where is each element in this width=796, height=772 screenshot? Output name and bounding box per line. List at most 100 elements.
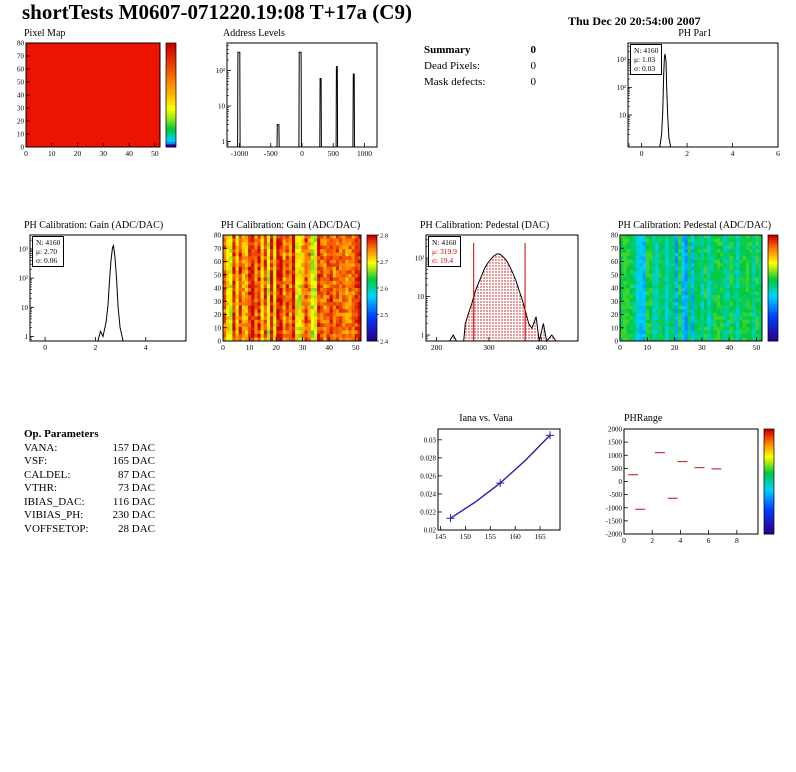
gain-map-title: PH Calibration: Gain (ADC/DAC) [221, 220, 361, 231]
svg-text:2: 2 [94, 343, 98, 352]
svg-text:0: 0 [24, 149, 28, 158]
svg-text:400: 400 [536, 343, 548, 352]
svg-text:1: 1 [222, 138, 226, 146]
svg-text:50: 50 [352, 343, 360, 352]
pedestal-hist-chart: 200 300 400 1 10 10² [415, 234, 579, 352]
svg-text:30: 30 [214, 298, 222, 306]
svg-text:30: 30 [17, 105, 25, 113]
op-row-caldel: CALDEL: 87 DAC [24, 469, 155, 483]
op-label: VIBIAS_PH: [24, 509, 84, 521]
ph-par1-stats-box: N: 4160 μ: 1.03 σ: 0.03 [630, 44, 663, 75]
svg-text:0.03: 0.03 [424, 436, 437, 444]
svg-text:4: 4 [679, 536, 683, 545]
svg-text:4: 4 [144, 343, 148, 352]
svg-text:80: 80 [611, 232, 619, 240]
op-row-vthr: VTHR: 73 DAC [24, 482, 155, 496]
svg-text:165: 165 [534, 532, 546, 541]
svg-text:10²: 10² [216, 67, 225, 75]
svg-text:50: 50 [753, 343, 761, 352]
summary-value: 0 [530, 44, 537, 56]
svg-text:-500: -500 [609, 491, 622, 499]
svg-text:80: 80 [214, 232, 222, 240]
op-label: VANA: [24, 441, 58, 454]
op-value: 165 DAC [112, 455, 155, 467]
svg-text:2: 2 [685, 149, 689, 158]
svg-text:30: 30 [299, 343, 307, 352]
svg-text:40: 40 [17, 92, 25, 100]
gain-map-chart: 0 10 20 30 40 50 0 10 20 30 40 50 60 70 80 2.8 2.7 2.6 2.5… [214, 232, 389, 352]
panel-pixel-map: Pixel Map 0 10 20 30 40 50 0 10 20 30 40 50 60 70 80 [6, 28, 196, 160]
op-value: 87 DAC [118, 468, 155, 481]
page-title: shortTests M0607-071220.19:08 T+17a (C9) [22, 0, 412, 24]
svg-text:70: 70 [611, 245, 619, 253]
svg-text:10: 10 [611, 324, 619, 332]
pedestal-map-chart: 0 10 20 30 40 50 0 10 20 30 40 50 60 70 80 [611, 232, 779, 352]
svg-text:6: 6 [707, 536, 711, 545]
svg-text:10: 10 [417, 293, 425, 301]
svg-text:20: 20 [17, 118, 25, 126]
svg-text:0: 0 [43, 343, 47, 352]
svg-text:0.028: 0.028 [420, 454, 436, 462]
svg-text:10: 10 [21, 304, 29, 312]
svg-text:0.026: 0.026 [420, 472, 436, 480]
svg-text:10: 10 [48, 149, 56, 158]
svg-text:50: 50 [611, 271, 619, 279]
svg-text:0.022: 0.022 [420, 508, 436, 516]
svg-text:-1000: -1000 [231, 149, 249, 158]
svg-text:-1500: -1500 [606, 517, 623, 525]
op-value: 230 DAC [112, 509, 155, 521]
svg-text:30: 30 [611, 298, 619, 306]
panel-ph-range: PHRange 0 2 4 6 8 -2000 -1500 -1000 -500 0 500 1000… [594, 413, 790, 547]
svg-text:10²: 10² [19, 275, 28, 283]
gain-hist-stats-box: N: 4160 μ: 2.70 σ: 0.06 [32, 236, 65, 267]
gain-hist-chart: 0 2 4 1 10 10² 10³ [19, 234, 187, 352]
panel-gain-hist: PH Calibration: Gain (ADC/DAC) 0 2 4 1 10 10²… [6, 220, 196, 354]
svg-text:70: 70 [17, 53, 25, 61]
pedestal-hist-title: PH Calibration: Pedestal (DAC) [420, 220, 550, 231]
panel-pedestal-map: PH Calibration: Pedestal (ADC/DAC) 0 10 20… [600, 220, 796, 354]
stat-mu: μ: 319.9 [432, 247, 457, 256]
stat-sigma: σ: 0.03 [634, 64, 656, 73]
svg-text:10³: 10³ [19, 245, 28, 253]
svg-text:0: 0 [619, 478, 623, 486]
pixel-map-chart: 0 10 20 30 40 50 0 10 20 30 40 50 60 70 80 [17, 40, 177, 158]
op-label: CALDEL: [24, 468, 71, 481]
pixel-map-title: Pixel Map [24, 28, 66, 39]
svg-text:2: 2 [650, 536, 654, 545]
svg-text:0: 0 [615, 338, 619, 346]
svg-text:10: 10 [17, 131, 25, 139]
svg-text:40: 40 [125, 149, 133, 158]
page-date: Thu Dec 20 20:54:00 2007 [568, 14, 701, 28]
op-value: 157 DAC [112, 441, 155, 454]
svg-text:40: 40 [325, 343, 333, 352]
stat-sigma: σ: 19.4 [432, 256, 454, 265]
svg-text:30: 30 [698, 343, 706, 352]
svg-text:2.4: 2.4 [380, 339, 389, 346]
svg-text:300: 300 [483, 343, 495, 352]
svg-text:1: 1 [25, 333, 29, 341]
ph-range-title: PHRange [624, 413, 663, 424]
svg-text:6: 6 [776, 149, 780, 158]
svg-text:10: 10 [246, 343, 254, 352]
svg-text:-1000: -1000 [606, 504, 623, 512]
gain-hist-title: PH Calibration: Gain (ADC/DAC) [24, 220, 164, 231]
svg-text:70: 70 [214, 245, 222, 253]
svg-text:40: 40 [214, 285, 222, 293]
svg-text:50: 50 [17, 79, 25, 87]
svg-text:50: 50 [151, 149, 159, 158]
panel-pedestal-hist: PH Calibration: Pedestal (DAC) 200 300 400… [402, 220, 586, 354]
svg-text:10³: 10³ [617, 56, 626, 64]
svg-text:500: 500 [612, 465, 623, 473]
mask-defects-label: Mask defects: [424, 76, 486, 88]
svg-text:-2000: -2000 [606, 531, 623, 539]
svg-text:0: 0 [218, 338, 222, 346]
svg-text:-500: -500 [264, 149, 278, 158]
ph-range-chart: 0 2 4 6 8 -2000 -1500 -1000 -500 0 500 1000 1500 2000 [606, 426, 775, 545]
summary-block: Summary 0 Dead Pixels: 0 Mask defects: 0 [424, 42, 536, 90]
stat-mu: μ: 2.70 [36, 247, 58, 256]
svg-text:10: 10 [619, 112, 627, 120]
svg-text:80: 80 [17, 40, 25, 48]
panel-address-levels: Address Levels -1000 -500 0 500 1000 1 10 10² [205, 28, 383, 160]
pedestal-hist-stats-box: N: 4160 μ: 319.9 σ: 19.4 [428, 236, 461, 267]
op-parameters-title: Op. Parameters [24, 428, 99, 440]
